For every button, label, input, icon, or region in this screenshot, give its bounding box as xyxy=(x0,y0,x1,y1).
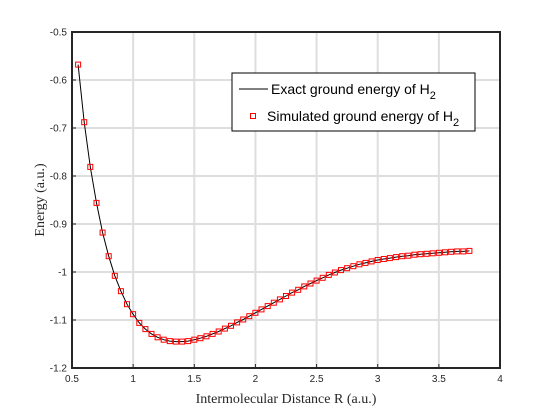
simulated-energy-marker xyxy=(411,251,418,258)
x-tick-label: 4 xyxy=(497,374,503,385)
y-axis-title: Energy (a.u.) xyxy=(33,163,48,237)
x-tick-label: 0.5 xyxy=(65,374,79,385)
simulated-energy-marker xyxy=(289,289,296,296)
simulated-energy-marker xyxy=(276,296,283,303)
axis-ticks: 0.5 1 1.5 2 2.5 3 3.5 4 -1.2 -1.1 -1 -0.9 -0.8 -0.7 -0… xyxy=(50,28,503,386)
simulated-energy-marker xyxy=(75,61,82,68)
simulated-energy-marker xyxy=(386,255,393,262)
y-tick-label: -0.5 xyxy=(50,28,68,39)
simulated-energy-marker xyxy=(350,263,357,270)
simulated-energy-marker xyxy=(374,257,381,263)
legend-entry-simulated: Simulated ground energy of H2 xyxy=(267,108,459,129)
x-tick-label: 3.5 xyxy=(432,374,446,385)
simulated-energy-marker xyxy=(209,330,216,337)
simulated-energy-marker xyxy=(203,333,210,340)
simulated-energy-marker xyxy=(460,248,467,255)
simulated-energy-marker xyxy=(429,250,436,257)
simulated-energy-marker xyxy=(301,283,308,290)
simulated-energy-marker xyxy=(197,335,204,342)
simulated-energy-marker xyxy=(136,319,143,326)
simulated-energy-marker xyxy=(325,271,332,278)
simulated-energy-marker xyxy=(234,319,241,326)
simulated-energy-marker xyxy=(295,286,302,293)
y-tick-label: -0.7 xyxy=(50,124,68,135)
legend: Exact ground energy of H2 Simulated grou… xyxy=(231,72,476,132)
simulated-energy-marker xyxy=(399,253,406,260)
simulated-energy-marker xyxy=(313,277,320,284)
simulated-energy-marker xyxy=(93,199,100,206)
simulated-energy-marker xyxy=(240,316,247,323)
legend-exact-subscript: 2 xyxy=(430,90,436,102)
simulated-energy-marker xyxy=(264,303,271,310)
simulated-energy-marker xyxy=(393,254,400,261)
simulated-energy-marker xyxy=(179,338,186,345)
simulated-energy-marker xyxy=(417,251,424,258)
x-tick-label: 2.5 xyxy=(310,374,324,385)
simulated-energy-marker xyxy=(99,229,106,236)
y-tick-label: -0.8 xyxy=(50,172,68,183)
simulated-energy-marker xyxy=(221,325,228,332)
simulated-energy-marker xyxy=(307,280,314,287)
simulated-energy-marker xyxy=(185,338,192,345)
x-tick-label: 1 xyxy=(130,374,136,385)
simulated-energy-marker xyxy=(454,248,461,255)
y-tick-label: -0.9 xyxy=(50,220,68,231)
simulated-energy-marker xyxy=(442,249,448,256)
simulated-energy-marker xyxy=(368,258,375,265)
legend-marker-swatch xyxy=(250,113,256,119)
legend-exact-label: Exact ground energy of H xyxy=(271,81,430,97)
simulated-energy-marker xyxy=(154,334,161,341)
simulated-energy-marker xyxy=(246,313,253,320)
x-tick-label: 3 xyxy=(375,374,381,385)
simulated-energy-marker xyxy=(166,338,173,345)
simulated-energy-marker xyxy=(191,336,198,343)
legend-simulated-label: Simulated ground energy of H xyxy=(267,108,453,124)
y-tick-label: -1 xyxy=(58,268,67,279)
simulated-energy-marker xyxy=(87,163,94,170)
simulated-energy-marker xyxy=(142,326,149,333)
simulated-energy-marker xyxy=(252,309,259,316)
simulated-energy-marker xyxy=(362,259,369,266)
simulated-energy-marker xyxy=(283,293,289,299)
simulated-energy-marker xyxy=(124,301,130,308)
legend-simulated-subscript: 2 xyxy=(453,117,459,129)
simulated-energy-marker xyxy=(130,311,137,318)
x-tick-label: 1.5 xyxy=(187,374,201,385)
simulated-energy-marker xyxy=(435,249,442,256)
y-tick-label: -1.2 xyxy=(50,364,68,375)
simulated-energy-marker xyxy=(228,322,234,329)
x-axis-title: Intermolecular Distance R (a.u.) xyxy=(196,392,377,407)
simulated-energy-marker xyxy=(448,248,455,255)
simulated-energy-marker xyxy=(105,253,112,260)
simulated-energy-marker xyxy=(258,306,265,313)
simulated-energy-marker xyxy=(160,336,167,343)
simulated-energy-marker xyxy=(172,338,179,345)
simulated-energy-marker xyxy=(405,252,412,259)
simulated-energy-marker xyxy=(338,267,344,274)
legend-entry-exact: Exact ground energy of H2 xyxy=(271,81,436,102)
plot-frame xyxy=(71,31,501,369)
x-tick-label: 2 xyxy=(253,374,259,385)
series-layer xyxy=(75,61,473,345)
simulated-energy-marker xyxy=(148,330,155,337)
y-tick-label: -1.1 xyxy=(50,316,68,327)
simulated-energy-marker xyxy=(380,256,387,262)
simulated-energy-marker xyxy=(423,250,430,257)
simulated-energy-marker xyxy=(331,269,338,276)
simulated-energy-marker xyxy=(356,261,363,268)
simulated-energy-marker xyxy=(117,288,124,295)
legend-box xyxy=(231,72,476,132)
simulated-energy-marker xyxy=(319,274,326,281)
simulated-energy-marker xyxy=(270,299,277,306)
y-tick-label: -0.6 xyxy=(50,76,68,87)
simulated-energy-marker xyxy=(466,247,473,254)
simulated-energy-marker xyxy=(344,265,351,272)
simulated-energy-marker xyxy=(111,272,118,279)
simulated-energy-marker xyxy=(215,328,222,335)
simulated-energy-marker xyxy=(81,119,88,126)
